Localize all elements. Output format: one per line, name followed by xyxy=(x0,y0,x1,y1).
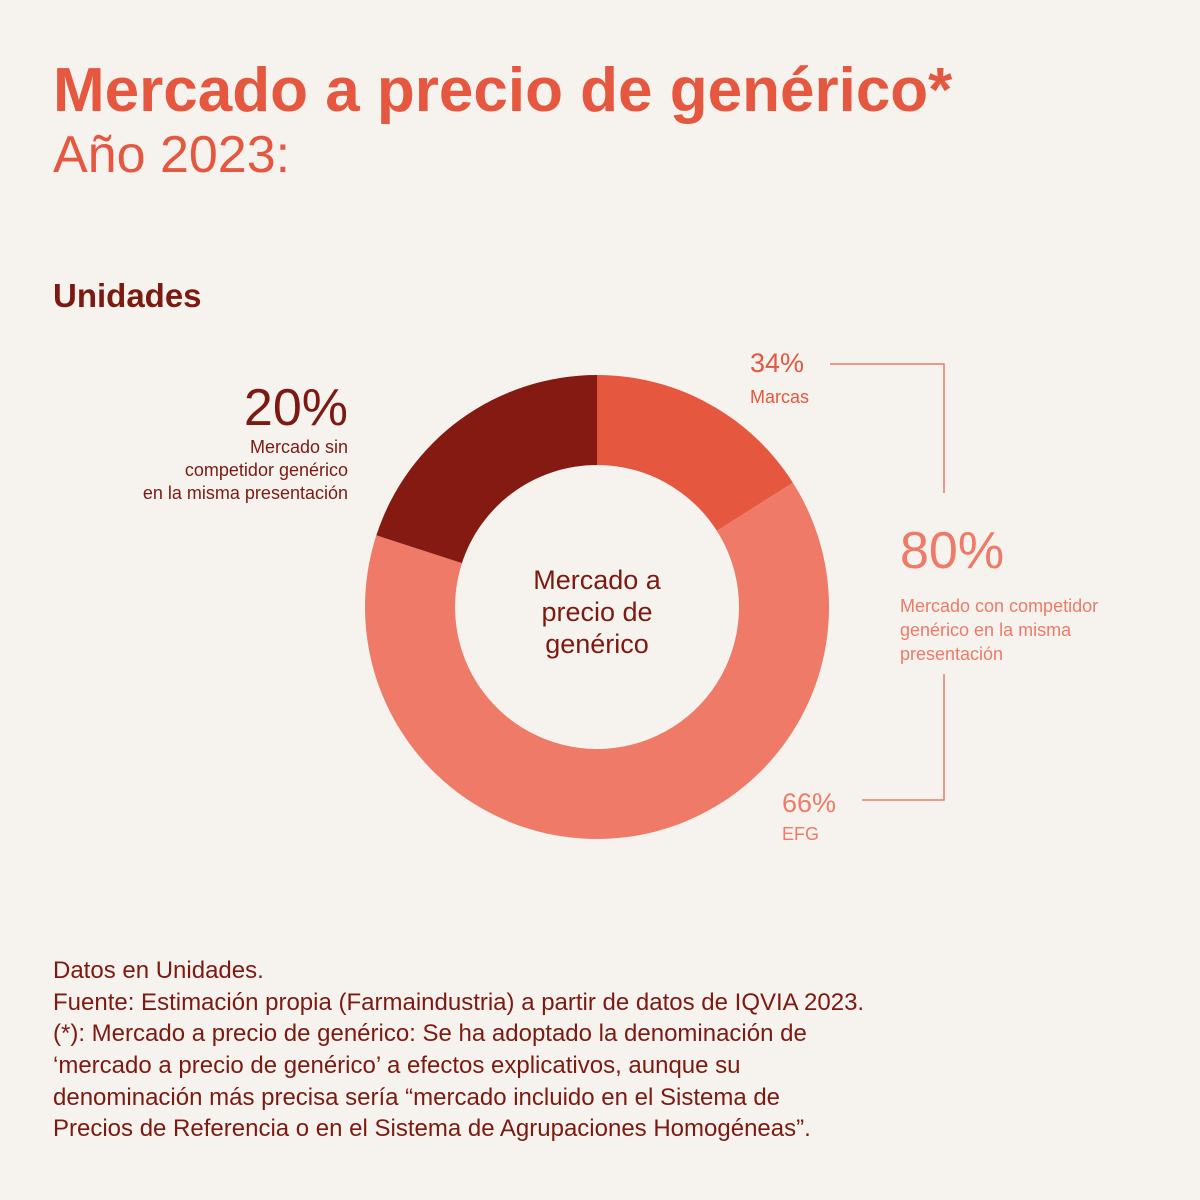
sin-competidor-percent: 20% xyxy=(244,379,348,437)
efg-label: EFG xyxy=(782,824,819,844)
con-competidor-label-line-1: Mercado con competidor xyxy=(900,596,1098,616)
footnote: Datos en Unidades. Fuente: Estimación pr… xyxy=(53,955,1163,1145)
footnote-line-5: denominación más precisa sería “mercado … xyxy=(53,1083,781,1111)
con-competidor-label-line-2: genérico en la misma xyxy=(900,620,1072,640)
sin-competidor-label-line-2: competidor genérico xyxy=(185,460,348,480)
slice-efg xyxy=(365,482,830,839)
efg-bracket-line xyxy=(862,674,945,801)
con-competidor-label-line-3: presentación xyxy=(900,644,1003,664)
con-competidor-percent: 80% xyxy=(900,522,1004,580)
footnote-line-3: (*): Mercado a precio de genérico: Se ha… xyxy=(53,1020,807,1048)
slice-sin-competidor xyxy=(376,375,597,564)
footnote-line-4: ‘mercado a precio de genérico’ a efectos… xyxy=(53,1052,741,1080)
footnote-line-2: Fuente: Estimación propia (Farmaindustri… xyxy=(53,988,865,1016)
efg-percent: 66% xyxy=(782,788,836,818)
section-label: Unidades xyxy=(53,277,202,314)
footnote-line-6: Precios de Referencia o en el Sistema de… xyxy=(53,1115,811,1143)
marcas-percent: 34% xyxy=(750,348,804,378)
page-subtitle: Año 2023: xyxy=(53,126,291,184)
marcas-bracket-line xyxy=(830,363,945,493)
page-title: Mercado a precio de genérico* xyxy=(53,56,953,125)
sin-competidor-label-line-1: Mercado sin xyxy=(250,437,348,457)
slice-marcas xyxy=(597,375,793,531)
center-label-line-3: genérico xyxy=(545,629,649,659)
donut-slices xyxy=(365,375,830,839)
sin-competidor-label-line-3: en la misma presentación xyxy=(143,483,348,503)
center-label-line-2: precio de xyxy=(541,597,652,627)
center-label-line-1: Mercado a xyxy=(533,565,662,595)
marcas-label: Marcas xyxy=(750,387,809,407)
footnote-line-1: Datos en Unidades. xyxy=(53,957,264,984)
